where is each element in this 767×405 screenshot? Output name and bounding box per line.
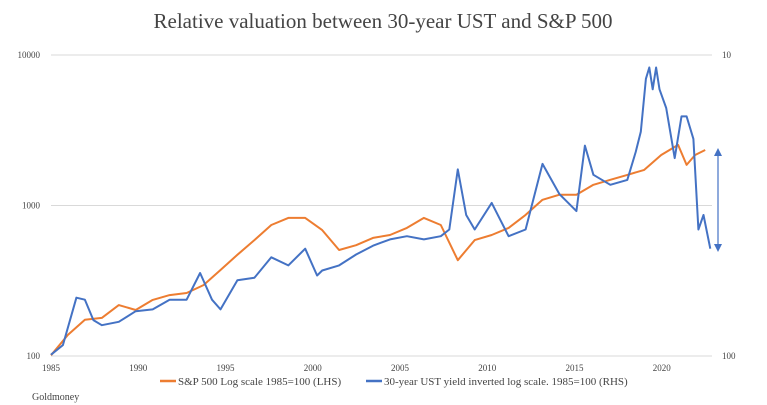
y-right-tick-label: 10 [722,50,732,60]
x-tick-label: 2005 [391,363,410,373]
source-label: Goldmoney [32,392,79,403]
x-tick-label: 1995 [216,363,235,373]
x-tick-label: 2010 [478,363,497,373]
x-tick-label: 2015 [565,363,584,373]
x-tick-label: 1990 [129,363,148,373]
legend: S&P 500 Log scale 1985=100 (LHS) 30-year… [160,376,628,388]
x-tick-label: 1985 [42,363,61,373]
legend-label-ust: 30-year UST yield inverted log scale. 19… [384,376,628,388]
sp500-series-line [50,143,706,356]
y-right-tick-label: 100 [722,351,736,361]
y-left-tick-label: 1000 [22,201,41,211]
legend-label-sp500: S&P 500 Log scale 1985=100 (LHS) [178,376,341,388]
ust-series-line [50,66,712,356]
x-tick-label: 2020 [653,363,672,373]
chart-title: Relative valuation between 30-year UST a… [154,9,613,33]
y-left-tick-label: 10000 [18,50,41,60]
y-left-tick-label: 100 [27,351,41,361]
x-tick-label: 2000 [304,363,323,373]
range-arrow [714,148,722,252]
